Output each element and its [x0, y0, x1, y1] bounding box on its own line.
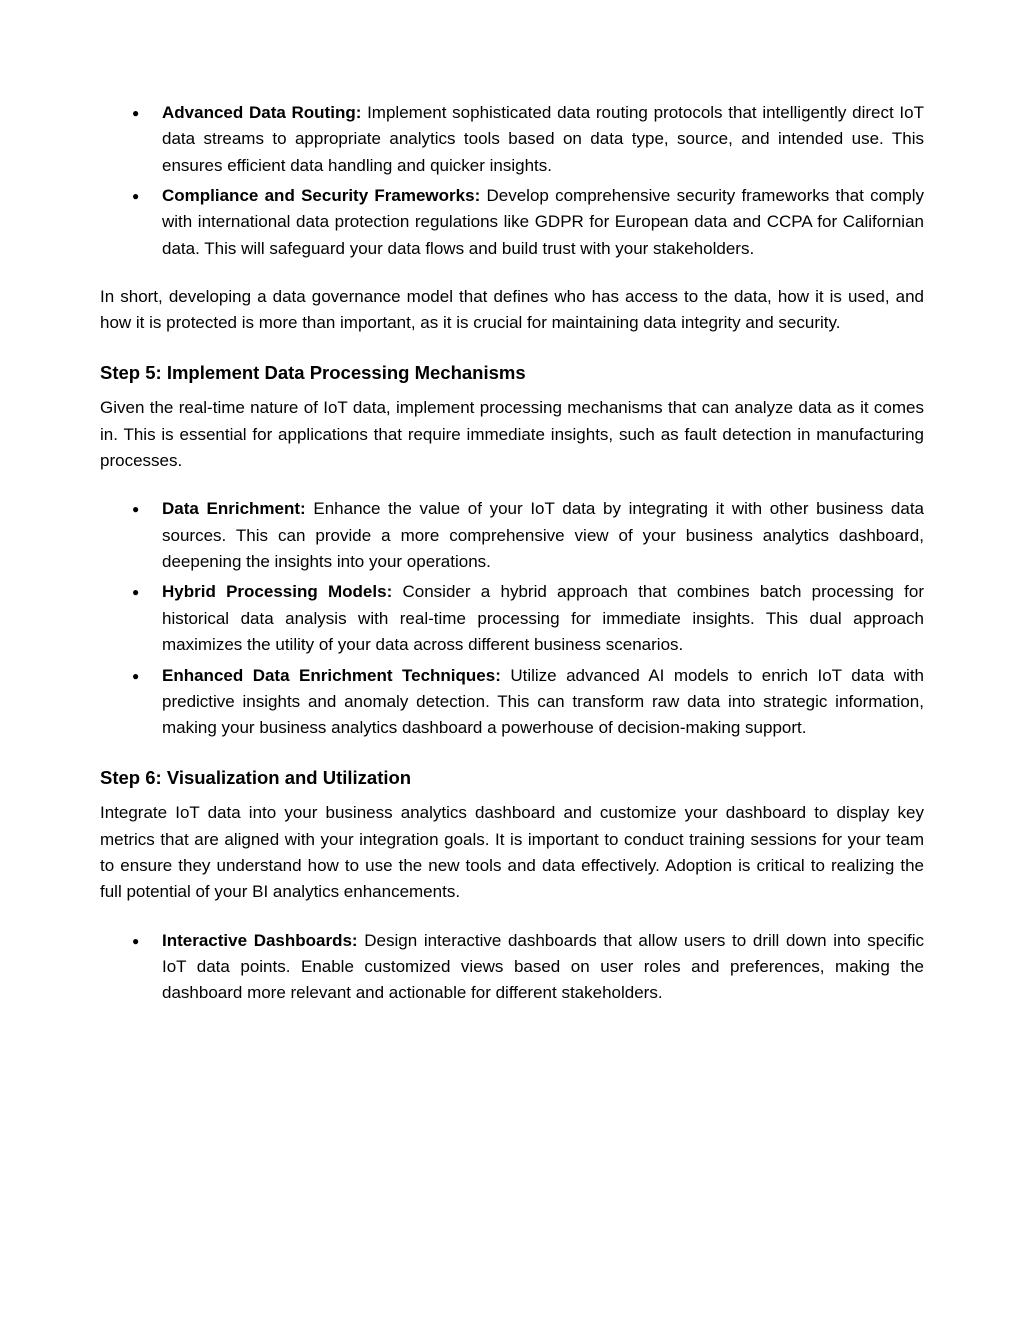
bullet-bold: Hybrid Processing Models: [162, 582, 392, 601]
bullet-bold: Interactive Dashboards: [162, 931, 358, 950]
list-item: Compliance and Security Frameworks: Deve… [162, 183, 924, 262]
step5-intro: Given the real-time nature of IoT data, … [100, 395, 924, 474]
list-item: Enhanced Data Enrichment Techniques: Uti… [162, 663, 924, 742]
step6-heading: Step 6: Visualization and Utilization [100, 764, 924, 793]
list-item: Hybrid Processing Models: Consider a hyb… [162, 579, 924, 658]
list-item: Data Enrichment: Enhance the value of yo… [162, 496, 924, 575]
list-item: Advanced Data Routing: Implement sophist… [162, 100, 924, 179]
step6-intro: Integrate IoT data into your business an… [100, 800, 924, 905]
bullet-list-step6: Interactive Dashboards: Design interacti… [100, 928, 924, 1007]
step5-heading: Step 5: Implement Data Processing Mechan… [100, 359, 924, 388]
bullet-bold: Compliance and Security Frameworks: [162, 186, 480, 205]
bullet-bold: Enhanced Data Enrichment Techniques: [162, 666, 501, 685]
bullet-bold: Advanced Data Routing: [162, 103, 361, 122]
bullet-list-routing: Advanced Data Routing: Implement sophist… [100, 100, 924, 262]
paragraph-summary: In short, developing a data governance m… [100, 284, 924, 337]
list-item: Interactive Dashboards: Design interacti… [162, 928, 924, 1007]
bullet-list-step5: Data Enrichment: Enhance the value of yo… [100, 496, 924, 741]
bullet-bold: Data Enrichment: [162, 499, 306, 518]
